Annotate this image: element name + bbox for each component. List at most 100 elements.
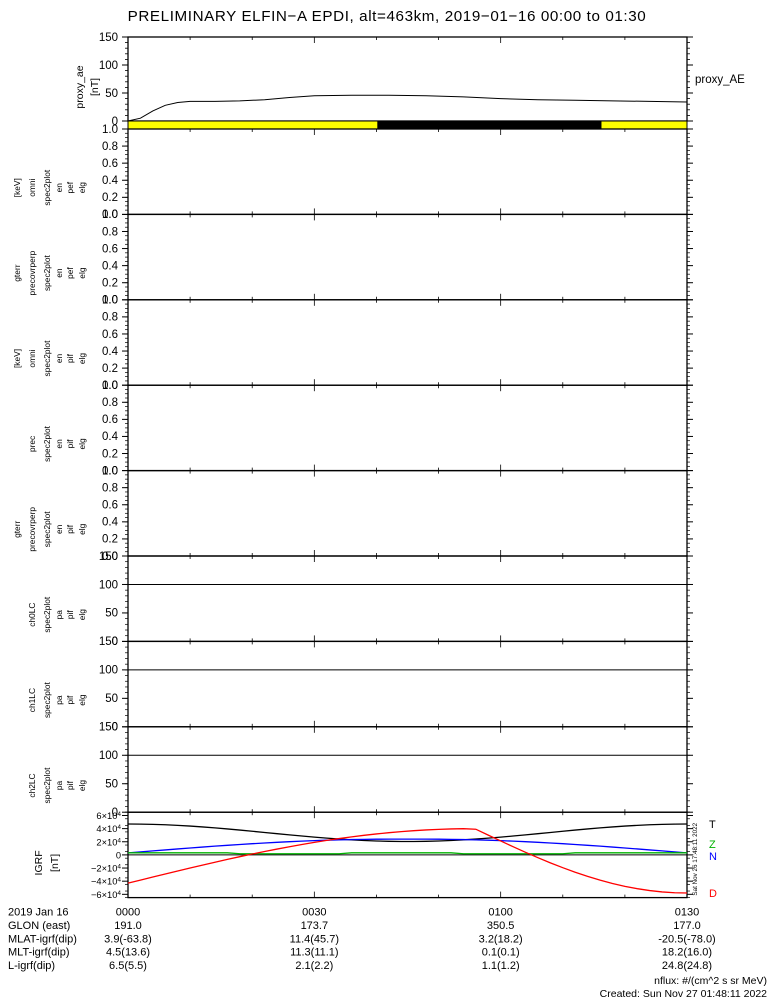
svg-text:0.4: 0.4 bbox=[102, 431, 119, 443]
svg-text:elg: elg bbox=[77, 609, 87, 621]
svg-text:pif: pif bbox=[65, 610, 75, 620]
svg-text:150: 150 bbox=[99, 32, 118, 44]
svg-text:spec2plot: spec2plot bbox=[42, 255, 52, 292]
svg-text:GLON (east): GLON (east) bbox=[8, 920, 70, 932]
svg-text:0.2: 0.2 bbox=[102, 534, 118, 546]
svg-text:50: 50 bbox=[105, 608, 118, 620]
svg-text:elg: elg bbox=[77, 438, 87, 450]
svg-text:ch1LC: ch1LC bbox=[27, 688, 37, 712]
svg-text:elg: elg bbox=[77, 523, 87, 535]
svg-text:en: en bbox=[54, 354, 64, 364]
svg-text:1.0: 1.0 bbox=[102, 380, 118, 392]
svg-text:L-igrf(dip): L-igrf(dip) bbox=[8, 960, 55, 972]
svg-text:0100: 0100 bbox=[488, 907, 512, 919]
svg-text:MLT-igrf(dip): MLT-igrf(dip) bbox=[8, 947, 70, 959]
svg-text:0.6: 0.6 bbox=[102, 243, 118, 255]
svg-text:0.6: 0.6 bbox=[102, 158, 118, 170]
svg-text:-20.5(-78.0): -20.5(-78.0) bbox=[658, 933, 715, 945]
svg-text:0.6: 0.6 bbox=[102, 414, 118, 426]
svg-text:4.5(13.6): 4.5(13.6) bbox=[106, 947, 150, 959]
svg-text:PRELIMINARY ELFIN−A EPDI, alt=: PRELIMINARY ELFIN−A EPDI, alt=463km, 201… bbox=[128, 8, 647, 25]
svg-text:pif: pif bbox=[65, 695, 75, 705]
svg-text:−2×104: −2×104 bbox=[91, 863, 121, 874]
svg-text:pif: pif bbox=[65, 439, 75, 449]
svg-text:2.1(2.2): 2.1(2.2) bbox=[295, 960, 333, 972]
svg-text:24.8(24.8): 24.8(24.8) bbox=[662, 960, 712, 972]
svg-text:191.0: 191.0 bbox=[114, 920, 142, 932]
svg-text:en: en bbox=[54, 439, 64, 449]
svg-text:−4×104: −4×104 bbox=[91, 876, 121, 887]
svg-text:50: 50 bbox=[105, 693, 118, 705]
svg-text:Z: Z bbox=[709, 839, 716, 851]
svg-text:0.8: 0.8 bbox=[102, 226, 118, 238]
svg-text:gterr: gterr bbox=[12, 264, 22, 281]
svg-text:precovrperp: precovrperp bbox=[27, 250, 37, 295]
svg-text:100: 100 bbox=[99, 579, 118, 591]
svg-text:elg: elg bbox=[77, 694, 87, 706]
svg-text:2019 Jan 16: 2019 Jan 16 bbox=[8, 907, 69, 919]
svg-text:3.2(18.2): 3.2(18.2) bbox=[479, 933, 523, 945]
svg-text:0.2: 0.2 bbox=[102, 278, 118, 290]
svg-text:150: 150 bbox=[99, 551, 118, 563]
svg-text:173.7: 173.7 bbox=[301, 920, 329, 932]
svg-text:1.0: 1.0 bbox=[102, 295, 118, 307]
svg-text:spec2plot: spec2plot bbox=[42, 425, 52, 462]
svg-text:spec2plot: spec2plot bbox=[42, 767, 52, 804]
svg-text:1.0: 1.0 bbox=[102, 209, 118, 221]
svg-text:spec2plot: spec2plot bbox=[42, 340, 52, 377]
svg-text:IGRF: IGRF bbox=[33, 850, 45, 875]
svg-text:0: 0 bbox=[116, 850, 121, 860]
svg-text:spec2plot: spec2plot bbox=[42, 682, 52, 719]
svg-text:Created: Sun Nov 27 01:48:11 2: Created: Sun Nov 27 01:48:11 2022 bbox=[600, 988, 768, 1000]
svg-text:6.5(5.5): 6.5(5.5) bbox=[109, 960, 147, 972]
svg-text:0130: 0130 bbox=[675, 907, 699, 919]
svg-text:pif: pif bbox=[65, 353, 75, 363]
svg-text:elg: elg bbox=[77, 182, 87, 194]
svg-text:3.9(-63.8): 3.9(-63.8) bbox=[104, 933, 152, 945]
svg-text:nflux: #/(cm^2 s sr MeV): nflux: #/(cm^2 s sr MeV) bbox=[654, 975, 767, 987]
svg-text:pef: pef bbox=[65, 181, 75, 193]
svg-text:pef: pef bbox=[65, 267, 75, 279]
svg-text:N: N bbox=[709, 851, 717, 863]
svg-text:150: 150 bbox=[99, 722, 118, 734]
svg-text:spec2plot: spec2plot bbox=[42, 169, 52, 206]
svg-text:0.2: 0.2 bbox=[102, 192, 118, 204]
svg-text:100: 100 bbox=[99, 750, 118, 762]
svg-text:omni: omni bbox=[27, 178, 37, 196]
svg-text:0.4: 0.4 bbox=[102, 175, 119, 187]
svg-text:Sat Nov 26 17:48:11 2022: Sat Nov 26 17:48:11 2022 bbox=[692, 822, 699, 895]
svg-text:elg: elg bbox=[77, 780, 87, 792]
svg-text:omni: omni bbox=[27, 349, 37, 367]
svg-text:prec: prec bbox=[27, 436, 37, 452]
svg-text:11.4(45.7): 11.4(45.7) bbox=[290, 933, 339, 945]
svg-text:[nT]: [nT] bbox=[89, 78, 101, 96]
svg-text:proxy_ae: proxy_ae bbox=[74, 65, 86, 108]
svg-text:1.1(1.2): 1.1(1.2) bbox=[482, 960, 520, 972]
svg-text:150: 150 bbox=[99, 636, 118, 648]
svg-text:11.3(11.1): 11.3(11.1) bbox=[290, 947, 339, 959]
svg-text:T: T bbox=[709, 819, 716, 831]
svg-text:177.0: 177.0 bbox=[673, 920, 701, 932]
svg-text:elg: elg bbox=[77, 267, 87, 279]
svg-text:50: 50 bbox=[105, 88, 118, 100]
svg-text:0.6: 0.6 bbox=[102, 500, 118, 512]
svg-text:pa: pa bbox=[54, 695, 64, 705]
svg-text:gterr: gterr bbox=[12, 520, 22, 537]
svg-text:0.8: 0.8 bbox=[102, 312, 118, 324]
svg-text:1.0: 1.0 bbox=[102, 124, 118, 136]
svg-text:proxy_AE: proxy_AE bbox=[695, 74, 745, 86]
svg-text:[keV]: [keV] bbox=[12, 349, 22, 368]
svg-text:0.6: 0.6 bbox=[102, 329, 118, 341]
svg-text:0.8: 0.8 bbox=[102, 482, 118, 494]
svg-text:350.5: 350.5 bbox=[487, 920, 515, 932]
svg-text:en: en bbox=[54, 268, 64, 278]
svg-text:pa: pa bbox=[54, 610, 64, 620]
svg-text:100: 100 bbox=[99, 665, 118, 677]
svg-text:0.8: 0.8 bbox=[102, 141, 118, 153]
svg-text:precovrperp: precovrperp bbox=[27, 507, 37, 552]
svg-text:0.2: 0.2 bbox=[102, 363, 118, 375]
svg-text:0.8: 0.8 bbox=[102, 397, 118, 409]
svg-text:0.4: 0.4 bbox=[102, 517, 119, 529]
svg-text:0000: 0000 bbox=[116, 907, 140, 919]
svg-text:0.1(0.1): 0.1(0.1) bbox=[482, 947, 520, 959]
